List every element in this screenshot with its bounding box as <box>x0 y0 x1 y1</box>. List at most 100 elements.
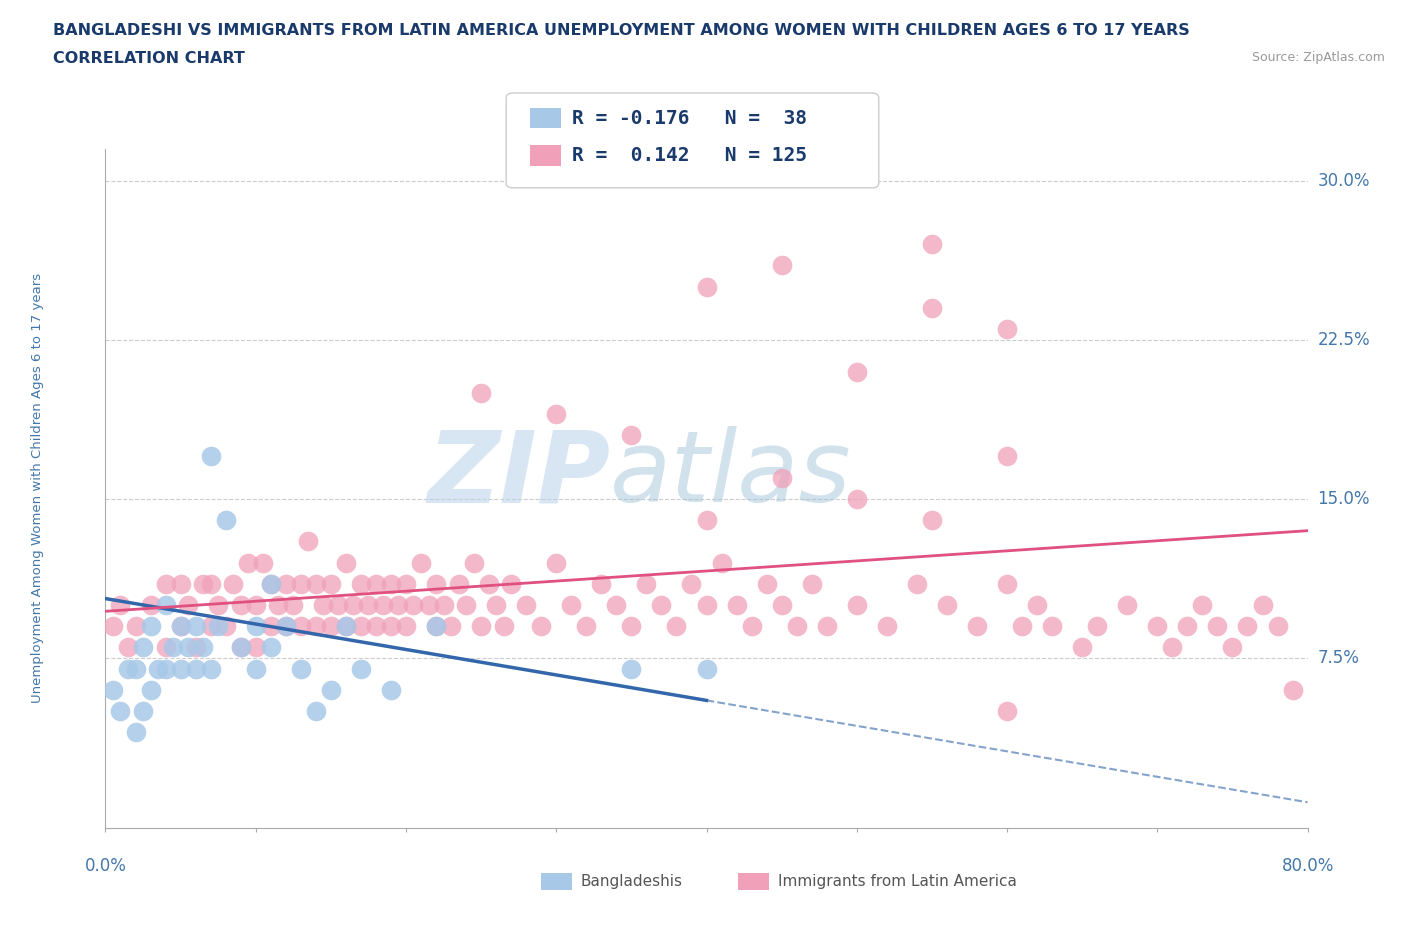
Point <box>155 640 177 655</box>
Point <box>155 597 177 612</box>
Point <box>1116 597 1139 612</box>
Point <box>184 618 207 633</box>
Point <box>515 597 537 612</box>
Point <box>845 597 868 612</box>
Text: Bangladeshis: Bangladeshis <box>581 873 683 889</box>
Point <box>425 618 447 633</box>
Text: 80.0%: 80.0% <box>1281 857 1334 875</box>
Point <box>169 577 191 591</box>
Point <box>245 640 267 655</box>
Point <box>335 618 357 633</box>
Text: CORRELATION CHART: CORRELATION CHART <box>53 51 245 66</box>
Point <box>995 577 1018 591</box>
Point <box>297 534 319 549</box>
Point <box>191 577 214 591</box>
Point <box>936 597 959 612</box>
Point <box>1191 597 1213 612</box>
Point <box>305 618 328 633</box>
Point <box>274 618 297 633</box>
Point <box>395 577 418 591</box>
Point <box>177 640 200 655</box>
Point <box>229 640 252 655</box>
Point <box>350 661 373 676</box>
Point <box>620 618 643 633</box>
Point <box>485 597 508 612</box>
Point <box>387 597 409 612</box>
Point <box>1267 618 1289 633</box>
Point <box>696 661 718 676</box>
Point <box>305 704 328 719</box>
Point <box>380 683 402 698</box>
Point <box>328 597 350 612</box>
Point <box>184 640 207 655</box>
Point <box>177 597 200 612</box>
Point <box>1161 640 1184 655</box>
Point <box>1175 618 1198 633</box>
Point <box>591 577 613 591</box>
Point <box>200 577 222 591</box>
Point <box>1146 618 1168 633</box>
Point <box>710 555 733 570</box>
Point <box>1026 597 1049 612</box>
Point <box>546 555 568 570</box>
Point <box>995 704 1018 719</box>
Point <box>139 618 162 633</box>
Point <box>319 577 342 591</box>
Point <box>305 577 328 591</box>
Point <box>786 618 808 633</box>
Point <box>214 512 236 527</box>
Point <box>132 704 155 719</box>
Point <box>470 385 492 400</box>
Point <box>845 365 868 379</box>
Point <box>169 661 191 676</box>
Point <box>560 597 582 612</box>
Point <box>620 428 643 443</box>
Point <box>665 618 688 633</box>
Point <box>876 618 898 633</box>
Point <box>229 597 252 612</box>
Point <box>1040 618 1063 633</box>
Text: R = -0.176   N =  38: R = -0.176 N = 38 <box>572 109 807 127</box>
Point <box>260 618 283 633</box>
Point <box>117 661 139 676</box>
Point <box>800 577 823 591</box>
Point <box>546 406 568 421</box>
Point <box>402 597 425 612</box>
Point <box>447 577 470 591</box>
Text: R =  0.142   N = 125: R = 0.142 N = 125 <box>572 146 807 165</box>
Point <box>200 661 222 676</box>
Point <box>1206 618 1229 633</box>
Point <box>454 597 477 612</box>
Point <box>245 597 267 612</box>
Point <box>155 661 177 676</box>
Point <box>364 577 387 591</box>
Point <box>184 661 207 676</box>
Point <box>380 618 402 633</box>
Text: 22.5%: 22.5% <box>1317 331 1369 349</box>
Text: 7.5%: 7.5% <box>1317 649 1360 667</box>
Point <box>921 300 943 315</box>
Point <box>409 555 432 570</box>
Point <box>1251 597 1274 612</box>
Point <box>696 597 718 612</box>
Point <box>1085 618 1108 633</box>
Point <box>373 597 395 612</box>
Point <box>770 258 793 272</box>
Point <box>283 597 305 612</box>
Point <box>966 618 988 633</box>
Point <box>995 322 1018 337</box>
Point <box>260 640 283 655</box>
Point <box>995 449 1018 464</box>
Point <box>238 555 260 570</box>
Point <box>274 577 297 591</box>
Point <box>214 618 236 633</box>
Point <box>463 555 485 570</box>
Point <box>319 618 342 633</box>
Point <box>124 661 146 676</box>
Point <box>207 597 229 612</box>
Point <box>575 618 598 633</box>
Point <box>207 618 229 633</box>
Point <box>290 618 312 633</box>
Point <box>267 597 290 612</box>
Point <box>342 597 364 612</box>
